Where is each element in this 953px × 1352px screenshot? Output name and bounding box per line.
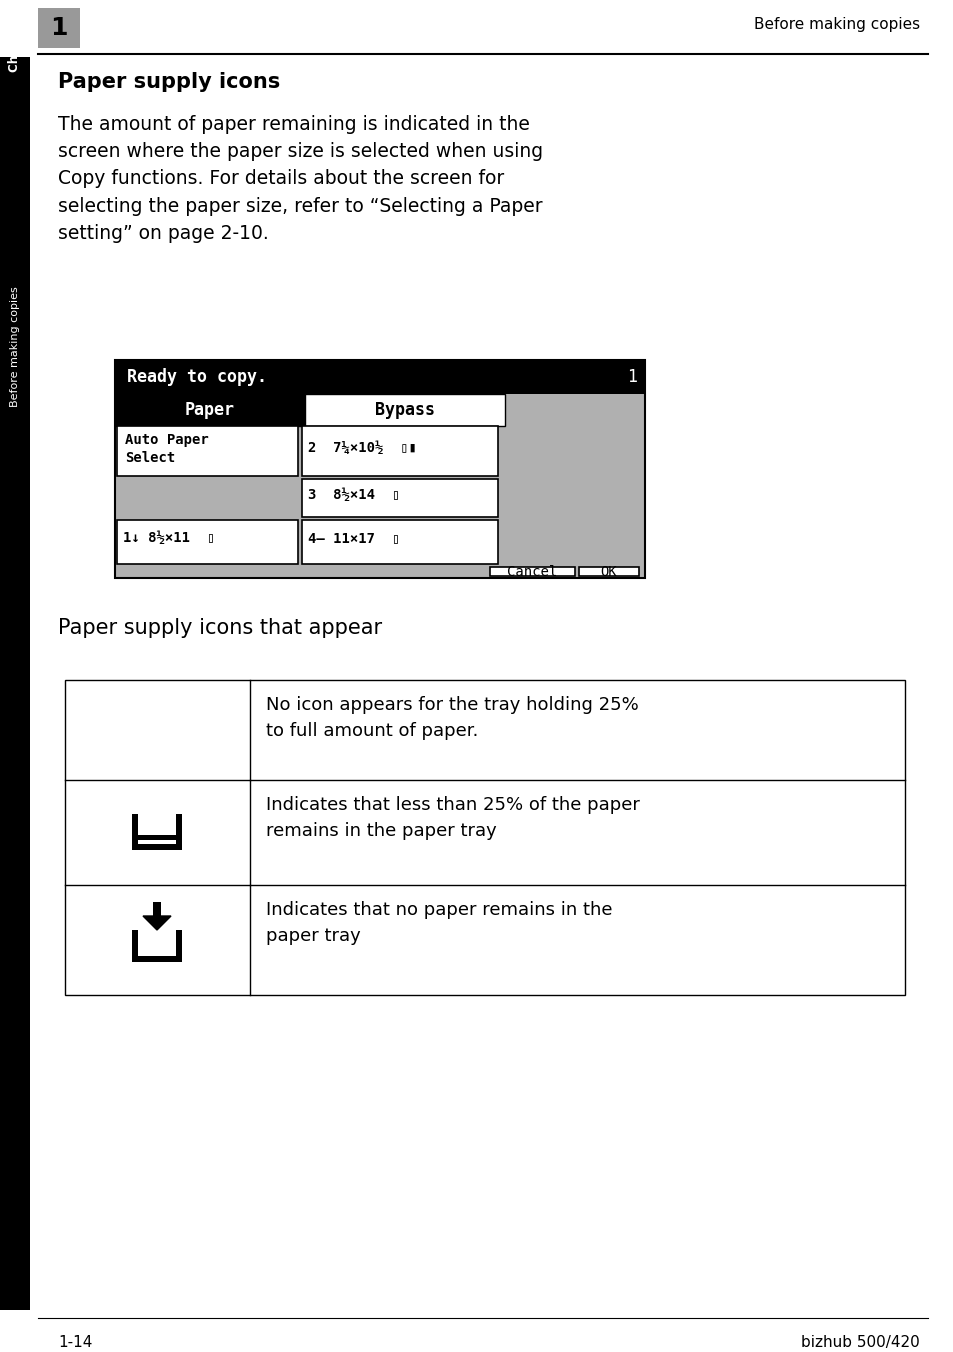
Bar: [132, 814, 138, 850]
Bar: [117, 521, 297, 564]
Bar: [175, 814, 182, 850]
Bar: [65, 680, 904, 995]
Text: Before making copies: Before making copies: [753, 16, 919, 31]
Text: Paper supply icons: Paper supply icons: [58, 72, 280, 92]
Bar: [117, 426, 297, 476]
Text: Cancel: Cancel: [507, 565, 558, 579]
Text: bizhub 500/420: bizhub 500/420: [801, 1334, 919, 1351]
Text: 1: 1: [51, 16, 68, 41]
Text: Auto Paper
Select: Auto Paper Select: [125, 433, 209, 465]
Text: 3  8½×14  ▯: 3 8½×14 ▯: [308, 488, 399, 502]
Bar: [305, 393, 504, 426]
Text: Paper supply icons that appear: Paper supply icons that appear: [58, 618, 382, 638]
Bar: [152, 902, 161, 918]
Bar: [302, 479, 497, 516]
Text: Chapter 1: Chapter 1: [9, 7, 22, 72]
Bar: [132, 844, 182, 850]
Bar: [115, 393, 305, 426]
Text: No icon appears for the tray holding 25%
to full amount of paper.: No icon appears for the tray holding 25%…: [266, 696, 639, 740]
Bar: [115, 360, 644, 579]
Bar: [578, 566, 639, 576]
Text: Paper: Paper: [185, 402, 234, 419]
Bar: [138, 836, 175, 840]
Bar: [490, 566, 575, 576]
Polygon shape: [143, 917, 171, 930]
Text: Indicates that no paper remains in the
paper tray: Indicates that no paper remains in the p…: [266, 900, 612, 945]
Text: Bypass: Bypass: [375, 402, 435, 419]
Text: Before making copies: Before making copies: [10, 287, 20, 407]
Text: 1-14: 1-14: [58, 1334, 92, 1351]
Bar: [175, 930, 182, 963]
Text: Ready to copy.: Ready to copy.: [127, 368, 267, 387]
Bar: [38, 8, 80, 49]
Bar: [302, 426, 497, 476]
Bar: [0, 57, 30, 1310]
Text: 1: 1: [626, 368, 637, 387]
Text: Indicates that less than 25% of the paper
remains in the paper tray: Indicates that less than 25% of the pape…: [266, 796, 639, 840]
Text: The amount of paper remaining is indicated in the
screen where the paper size is: The amount of paper remaining is indicat…: [58, 115, 542, 243]
Text: 1↓ 8½×11  ▯: 1↓ 8½×11 ▯: [123, 531, 214, 545]
Bar: [132, 956, 182, 963]
Bar: [115, 360, 644, 393]
Text: 4— 11×17  ▯: 4— 11×17 ▯: [308, 531, 399, 545]
Text: 2  7¼×10½  ▯▮: 2 7¼×10½ ▯▮: [308, 441, 416, 456]
Bar: [132, 930, 138, 963]
Bar: [302, 521, 497, 564]
Text: OK: OK: [600, 565, 617, 579]
